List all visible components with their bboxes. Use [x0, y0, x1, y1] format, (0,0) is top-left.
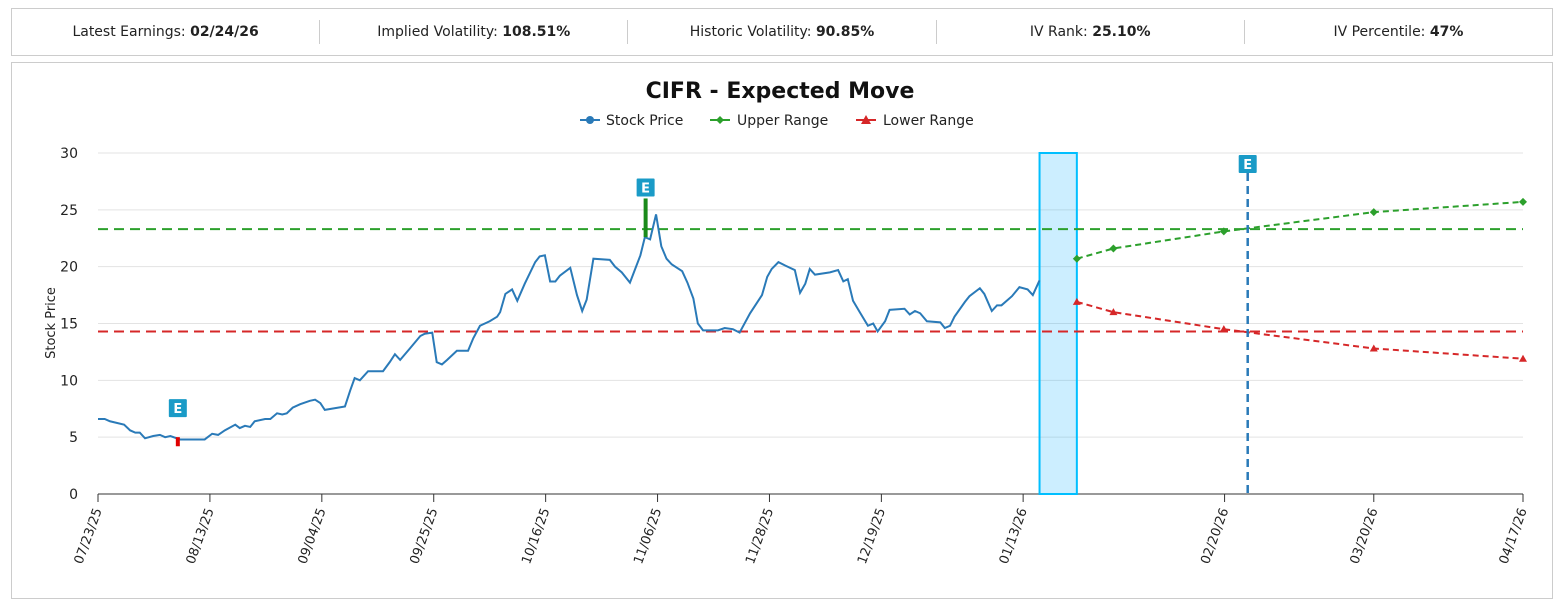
stock-price-line: [98, 214, 1041, 441]
expected-move-window: [1038, 152, 1078, 495]
stat-label: Implied Volatility:: [377, 24, 498, 40]
stat-iv-percentile: IV Percentile: 47%: [1245, 20, 1552, 44]
x-tick-label: 09/25/25: [407, 506, 441, 566]
x-tick-label: 12/19/25: [855, 506, 889, 566]
stat-value: 25.10%: [1092, 24, 1151, 40]
legend[interactable]: Stock Price Upper Range Lower Range: [580, 113, 974, 129]
volatility-stats-bar: Latest Earnings: 02/24/26 Implied Volati…: [11, 8, 1553, 56]
stat-label: IV Rank:: [1029, 24, 1088, 40]
stat-value: 47%: [1429, 24, 1464, 40]
lower-range-point: [1519, 354, 1527, 362]
x-tick-label: 10/16/25: [519, 506, 553, 566]
legend-circle-icon: [586, 116, 594, 124]
lower-range-point: [1109, 308, 1118, 316]
chart-container: [11, 62, 1553, 599]
legend-label: Upper Range: [737, 113, 828, 129]
lower-range-point: [1219, 325, 1228, 333]
stat-label: IV Percentile:: [1333, 24, 1426, 40]
legend-upper-range[interactable]: Upper Range: [710, 113, 828, 129]
stat-label: Latest Earnings:: [72, 24, 186, 40]
earnings-badge-label: E: [1243, 158, 1252, 173]
upper-range-point: [1109, 244, 1118, 253]
stat-value: 90.85%: [815, 24, 875, 40]
y-tick-label: 0: [69, 487, 78, 503]
earnings-badge: [1238, 155, 1257, 173]
earnings-badge: [168, 399, 187, 418]
upper-range-point: [1369, 208, 1378, 217]
stat-label: Historic Volatility:: [689, 24, 812, 40]
x-tick-label: 09/04/25: [296, 506, 330, 566]
upper-range-point: [1519, 197, 1527, 206]
lower-range-point: [1369, 344, 1378, 352]
y-tick-label: 10: [60, 373, 78, 389]
y-tick-label: 20: [60, 260, 78, 276]
chart-title: CIFR - Expected Move: [646, 79, 915, 104]
upper-range-point: [1072, 254, 1081, 263]
upper-range-point: [1219, 227, 1228, 236]
x-tick-label: 07/23/25: [72, 506, 106, 566]
x-tick-label: 01/13/26: [997, 506, 1031, 566]
x-tick-label: 03/20/26: [1347, 506, 1381, 566]
upper-range-line: [1076, 200, 1524, 260]
x-tick-label: 11/28/25: [743, 506, 777, 566]
earnings-badge-label: E: [173, 402, 182, 417]
x-tick-label: 02/20/26: [1198, 506, 1232, 566]
stat-value: 02/24/26: [190, 24, 259, 40]
legend-lower-range[interactable]: Lower Range: [856, 113, 974, 129]
lower-range-line: [1076, 300, 1524, 360]
lower-range-point: [1072, 297, 1081, 305]
y-tick-label: 30: [60, 146, 78, 162]
earnings-badge-label: E: [641, 181, 650, 196]
y-tick-label: 25: [60, 203, 78, 219]
legend-label: Lower Range: [883, 113, 974, 129]
y-tick-label: 5: [69, 430, 78, 446]
legend-stock-price[interactable]: Stock Price: [580, 113, 683, 129]
y-axis-label: Stock Price: [44, 287, 59, 359]
stat-implied-volatility: Implied Volatility: 108.51%: [320, 20, 629, 44]
earnings-badge: [636, 178, 655, 197]
x-tick-label: 11/06/25: [631, 506, 665, 566]
legend-diamond-icon: [716, 116, 724, 124]
stat-value: 108.51%: [502, 24, 571, 40]
stat-iv-rank: IV Rank: 25.10%: [937, 20, 1245, 44]
legend-triangle-icon: [861, 115, 871, 124]
x-tick-label: 04/17/26: [1497, 506, 1531, 566]
legend-label: Stock Price: [606, 113, 683, 129]
x-tick-label: 08/13/25: [184, 506, 218, 566]
y-tick-label: 15: [60, 317, 78, 333]
stat-historic-volatility: Historic Volatility: 90.85%: [628, 20, 937, 44]
stat-latest-earnings: Latest Earnings: 02/24/26: [12, 20, 321, 44]
